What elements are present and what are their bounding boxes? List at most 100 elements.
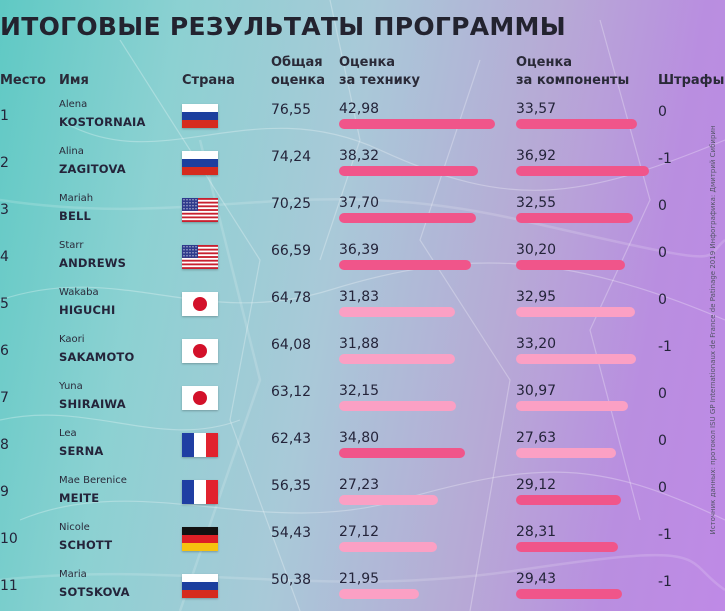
- row-penalty: 0: [658, 292, 667, 308]
- flag-jp-icon: [182, 339, 218, 363]
- row-place: 11: [0, 578, 18, 594]
- row-tech-score: 38,32: [339, 148, 380, 164]
- row-penalty: 0: [658, 480, 667, 496]
- header-comp-line1: Оценка: [516, 55, 573, 70]
- row-first-name: Nicole: [59, 522, 90, 533]
- row-place: 4: [0, 249, 9, 265]
- row-first-name: Mae Berenice: [59, 475, 127, 486]
- comp-score-bar: [516, 589, 623, 599]
- header-total-line2: оценка: [271, 73, 325, 88]
- flag-jp-icon: [182, 292, 218, 316]
- tech-score-bar: [339, 589, 419, 599]
- tech-score-bar: [339, 119, 495, 129]
- comp-score-bar: [516, 119, 637, 129]
- tech-score-bar: [339, 495, 438, 505]
- row-tech-score: 32,15: [339, 383, 380, 399]
- row-penalty: -1: [658, 574, 672, 590]
- comp-score-bar: [516, 354, 636, 364]
- row-total-score: 64,78: [271, 290, 312, 306]
- header-name: Имя: [59, 73, 89, 88]
- header-tech-line2: за технику: [339, 73, 420, 88]
- source-credit: Источник данных: протокол ISU GP Interna…: [709, 125, 717, 535]
- comp-score-bar: [516, 448, 616, 458]
- row-comp-score: 29,43: [516, 571, 557, 587]
- row-first-name: Kaori: [59, 334, 85, 345]
- row-place: 5: [0, 296, 9, 312]
- row-comp-score: 33,57: [516, 101, 557, 117]
- flag-jp-icon: [182, 386, 218, 410]
- row-penalty: 0: [658, 198, 667, 214]
- row-penalty: 0: [658, 245, 667, 261]
- row-place: 8: [0, 437, 9, 453]
- row-first-name: Maria: [59, 569, 87, 580]
- row-tech-score: 27,23: [339, 477, 380, 493]
- tech-score-bar: [339, 213, 476, 223]
- row-total-score: 64,08: [271, 337, 312, 353]
- row-tech-score: 42,98: [339, 101, 380, 117]
- row-total-score: 70,25: [271, 196, 312, 212]
- row-comp-score: 28,31: [516, 524, 557, 540]
- row-last-name: HIGUCHI: [59, 303, 116, 317]
- row-place: 3: [0, 202, 9, 218]
- header-total-line1: Общая: [271, 55, 323, 70]
- tech-score-bar: [339, 166, 479, 176]
- row-total-score: 76,55: [271, 102, 312, 118]
- tech-score-bar: [339, 401, 456, 411]
- row-total-score: 56,35: [271, 478, 312, 494]
- flag-ru-icon: [182, 151, 218, 175]
- comp-score-bar: [516, 401, 628, 411]
- row-last-name: SHIRAIWA: [59, 397, 126, 411]
- row-total-score: 62,43: [271, 431, 312, 447]
- tech-score-bar: [339, 260, 472, 270]
- comp-score-bar: [516, 542, 618, 552]
- row-last-name: MEITE: [59, 491, 100, 505]
- row-total-score: 50,38: [271, 572, 312, 588]
- flag-de-icon: [182, 527, 218, 551]
- comp-score-bar: [516, 260, 625, 270]
- comp-score-bar: [516, 307, 635, 317]
- row-total-score: 74,24: [271, 149, 312, 165]
- row-first-name: Starr: [59, 240, 84, 251]
- row-comp-score: 29,12: [516, 477, 557, 493]
- row-comp-score: 30,20: [516, 242, 557, 258]
- row-first-name: Yuna: [59, 381, 83, 392]
- row-tech-score: 37,70: [339, 195, 380, 211]
- row-penalty: 0: [658, 386, 667, 402]
- row-tech-score: 34,80: [339, 430, 380, 446]
- row-first-name: Wakaba: [59, 287, 99, 298]
- row-place: 6: [0, 343, 9, 359]
- row-last-name: SAKAMOTO: [59, 350, 135, 364]
- comp-score-bar: [516, 166, 650, 176]
- row-penalty: -1: [658, 339, 672, 355]
- tech-score-bar: [339, 448, 466, 458]
- row-comp-score: 32,55: [516, 195, 557, 211]
- row-tech-score: 31,83: [339, 289, 380, 305]
- row-last-name: BELL: [59, 209, 92, 223]
- header-tech: Оценка за технику: [339, 54, 420, 90]
- row-comp-score: 27,63: [516, 430, 557, 446]
- header-penalty: Штрафы: [658, 73, 725, 88]
- row-comp-score: 33,20: [516, 336, 557, 352]
- row-last-name: SERNA: [59, 444, 104, 458]
- row-place: 7: [0, 390, 9, 406]
- row-total-score: 66,59: [271, 243, 312, 259]
- header-tech-line1: Оценка: [339, 55, 396, 70]
- row-penalty: -1: [658, 527, 672, 543]
- row-last-name: SOTSKOVA: [59, 585, 130, 599]
- tech-score-bar: [339, 354, 455, 364]
- header-comp: Оценка за компоненты: [516, 54, 629, 90]
- row-comp-score: 32,95: [516, 289, 557, 305]
- row-place: 1: [0, 108, 9, 124]
- row-tech-score: 31,88: [339, 336, 380, 352]
- row-last-name: ZAGITOVA: [59, 162, 126, 176]
- row-penalty: 0: [658, 433, 667, 449]
- row-place: 9: [0, 484, 9, 500]
- header-comp-line2: за компоненты: [516, 73, 630, 88]
- row-penalty: -1: [658, 151, 672, 167]
- row-comp-score: 30,97: [516, 383, 557, 399]
- row-total-score: 54,43: [271, 525, 312, 541]
- row-place: 2: [0, 155, 9, 171]
- row-total-score: 63,12: [271, 384, 312, 400]
- header-total: Общая оценка: [271, 54, 325, 90]
- row-tech-score: 36,39: [339, 242, 380, 258]
